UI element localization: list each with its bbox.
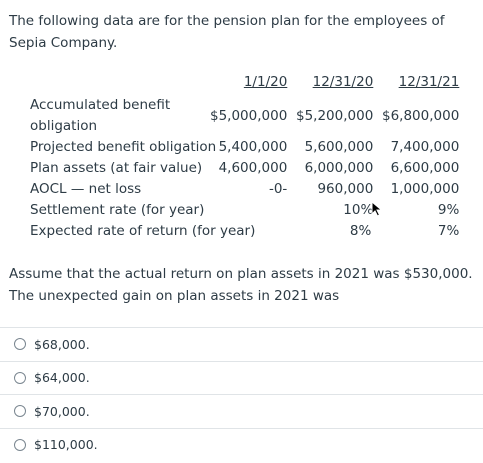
table-row: Accumulated benefit obligation $5,000,00…	[30, 95, 459, 137]
table-row: Expected rate of return (for year) 8% 7%	[30, 221, 459, 242]
row-value-1: 4,600,000	[218, 160, 288, 176]
radio-button[interactable]	[14, 338, 26, 351]
row-value-3: 6,600,000	[390, 160, 460, 176]
header-12-31-21: 12/31/21	[398, 74, 460, 90]
header-1-1-20: 1/1/20	[243, 74, 288, 90]
row-value-1: $5,000,000	[210, 107, 288, 124]
row-value-1: -0-	[268, 181, 288, 197]
row-value-3: 9%	[437, 202, 460, 218]
row-value-3: 7,400,000	[390, 139, 460, 155]
row-label: Accumulated benefit obligation	[30, 97, 171, 134]
row-label: Projected benefit obligation	[30, 139, 217, 155]
row-value-1: 5,400,000	[218, 139, 288, 155]
answer-label: $64,000.	[34, 370, 90, 386]
answer-option-c[interactable]: $70,000.	[0, 394, 483, 428]
row-value-3: 1,000,000	[390, 181, 460, 197]
table-header-row: 1/1/20 12/31/20 12/31/21	[30, 72, 459, 95]
row-value-3: 7%	[437, 223, 460, 239]
row-value-2: 5,600,000	[304, 139, 374, 155]
row-value-2: 6,000,000	[304, 160, 374, 176]
table-row: Plan assets (at fair value) 4,600,000 6,…	[30, 158, 459, 179]
row-value-2: 960,000	[317, 181, 374, 197]
answer-option-d[interactable]: $110,000.	[0, 427, 483, 462]
row-value-2: $5,200,000	[296, 107, 374, 124]
header-12-31-20: 12/31/20	[312, 74, 374, 90]
answer-label: $68,000.	[34, 336, 90, 352]
radio-button[interactable]	[14, 438, 26, 451]
row-value-2: 8%	[349, 223, 372, 239]
row-value-2: 10%	[343, 202, 374, 218]
answer-option-a[interactable]: $68,000.	[0, 327, 483, 361]
table-row: AOCL — net loss -0- 960,000 1,000,000	[30, 179, 459, 200]
answer-label: $70,000.	[34, 403, 90, 419]
radio-button[interactable]	[14, 405, 26, 418]
pension-data-table: 1/1/20 12/31/20 12/31/21 Accumulated ben…	[30, 72, 459, 242]
row-label: AOCL — net loss	[30, 181, 142, 197]
row-label: Expected rate of return (for year)	[30, 223, 256, 239]
row-value-3: $6,800,000	[382, 107, 460, 124]
question-prompt: Assume that the actual return on plan as…	[9, 266, 473, 304]
table-row: Projected benefit obligation 5,400,000 5…	[30, 137, 459, 158]
answer-options: $68,000. $64,000. $70,000. $110,000.	[0, 327, 483, 461]
row-label: Settlement rate (for year)	[30, 202, 205, 218]
answer-label: $110,000.	[34, 437, 98, 453]
radio-button[interactable]	[14, 371, 26, 384]
answer-option-b[interactable]: $64,000.	[0, 360, 483, 395]
row-label: Plan assets (at fair value)	[30, 160, 203, 176]
table-row: Settlement rate (for year) 10% 9%	[30, 200, 459, 221]
question-intro: The following data are for the pension p…	[9, 13, 445, 51]
